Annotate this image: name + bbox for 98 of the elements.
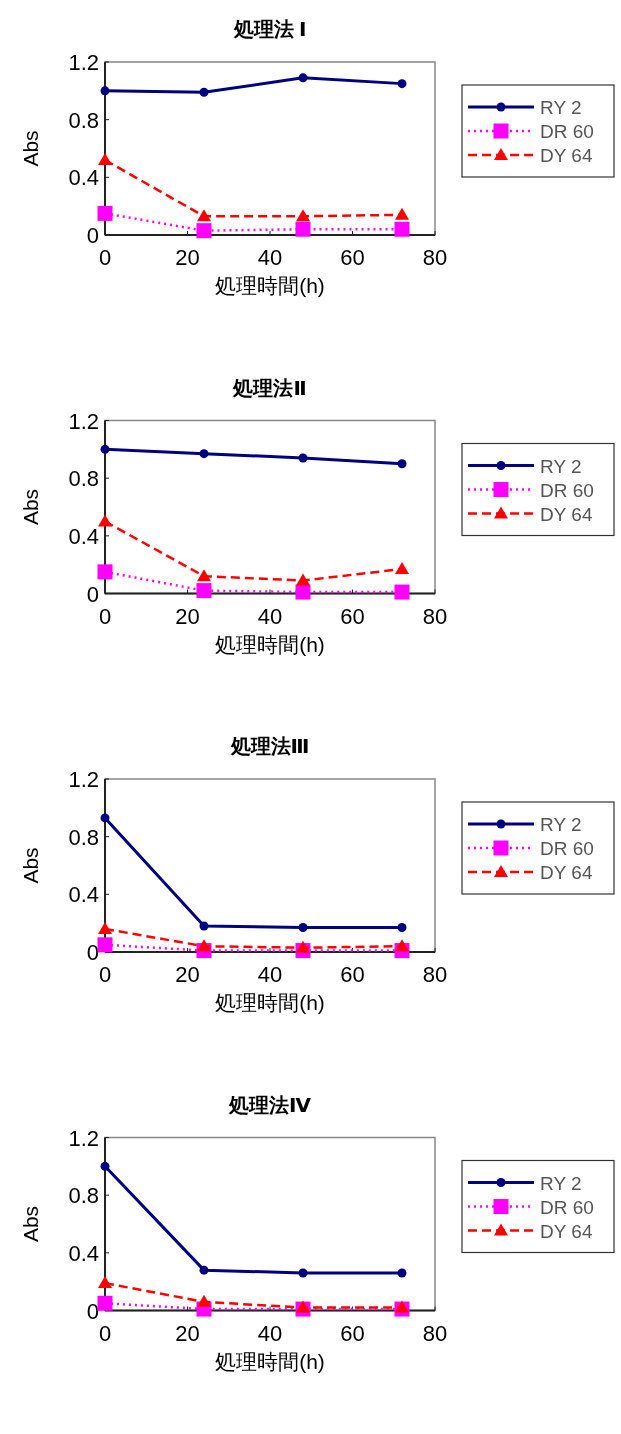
y-tick-label: 1.2 xyxy=(68,50,99,75)
legend-label: RY 2 xyxy=(540,814,582,835)
y-axis-title: Abs xyxy=(19,130,42,167)
y-tick-label: 0.4 xyxy=(68,165,99,191)
point xyxy=(100,444,110,454)
point xyxy=(196,223,212,239)
y-axis-title: Abs xyxy=(19,1205,42,1243)
point xyxy=(395,207,409,220)
y-tick-label: 0.4 xyxy=(68,1240,99,1266)
point xyxy=(100,813,110,823)
point xyxy=(298,1268,308,1278)
point xyxy=(296,940,310,953)
point xyxy=(296,1300,310,1313)
y-tick-label: 0 xyxy=(86,940,99,965)
x-tick-label: 40 xyxy=(257,245,283,270)
point xyxy=(296,573,310,586)
legend-label: RY 2 xyxy=(540,97,582,118)
point xyxy=(97,937,113,953)
x-tick-label: 20 xyxy=(175,962,200,987)
x-tick-label: 40 xyxy=(257,962,283,987)
point xyxy=(395,561,409,574)
point xyxy=(197,209,211,222)
point xyxy=(295,584,311,600)
y-axis-title: Abs xyxy=(19,847,42,884)
point xyxy=(298,73,308,83)
point xyxy=(199,449,209,459)
x-tick-label: 60 xyxy=(340,1320,365,1346)
point xyxy=(98,1276,112,1289)
y-tick-label: 1.2 xyxy=(68,408,99,434)
point xyxy=(394,584,410,600)
chart-title: 処理法Ⅱ xyxy=(232,376,307,399)
x-axis-title: 処理時間(h) xyxy=(215,1349,325,1373)
point xyxy=(199,921,209,931)
x-axis-title: 処理時間(h) xyxy=(215,274,325,297)
point xyxy=(298,922,308,932)
x-tick-label: 20 xyxy=(175,1320,200,1346)
point xyxy=(394,221,410,237)
point xyxy=(98,514,112,527)
y-tick-label: 0 xyxy=(86,1298,99,1324)
x-axis-title: 処理時間(h) xyxy=(215,632,325,656)
x-tick-label: 60 xyxy=(340,603,365,629)
point xyxy=(199,87,209,97)
point xyxy=(397,79,407,89)
x-tick-label: 80 xyxy=(422,1320,448,1346)
legend-label: DR 60 xyxy=(540,121,594,142)
y-tick-label: 0.4 xyxy=(68,882,99,908)
x-tick-label: 80 xyxy=(422,603,448,629)
point xyxy=(100,86,110,96)
chart-title: 処理法Ⅲ xyxy=(229,735,310,757)
x-tick-label: 40 xyxy=(257,1320,283,1346)
legend-label: DY 64 xyxy=(540,145,593,166)
point xyxy=(97,1295,113,1311)
point xyxy=(395,939,409,952)
legend-label: DR 60 xyxy=(540,838,594,859)
chart-title: 処理法Ⅳ xyxy=(228,1093,312,1116)
point xyxy=(97,564,113,580)
point xyxy=(97,205,113,221)
legend-label: RY 2 xyxy=(540,1172,582,1194)
legend-label: DY 64 xyxy=(540,862,593,883)
y-axis-title: Abs xyxy=(19,488,42,526)
y-tick-label: 0.8 xyxy=(68,824,99,850)
x-tick-label: 20 xyxy=(175,603,200,629)
point xyxy=(197,1294,211,1307)
point xyxy=(199,1265,209,1275)
point xyxy=(397,922,407,932)
x-axis-title: 処理時間(h) xyxy=(215,991,325,1014)
y-tick-label: 0 xyxy=(86,223,99,248)
point xyxy=(196,583,212,599)
point xyxy=(197,939,211,952)
point xyxy=(295,221,311,237)
point xyxy=(397,459,407,469)
point xyxy=(98,153,112,166)
legend-label: DR 60 xyxy=(540,1196,594,1218)
y-tick-label: 1.2 xyxy=(68,767,99,792)
x-tick-label: 80 xyxy=(422,245,448,270)
point xyxy=(298,453,308,463)
point xyxy=(296,209,310,222)
legend-label: RY 2 xyxy=(540,455,582,477)
x-tick-label: 80 xyxy=(422,962,448,987)
point xyxy=(197,569,211,582)
y-tick-label: 1.2 xyxy=(68,1125,99,1151)
point xyxy=(98,921,112,934)
y-tick-label: 0 xyxy=(86,581,99,607)
legend-label: DY 64 xyxy=(540,503,593,525)
legend-label: DR 60 xyxy=(540,479,594,501)
x-tick-label: 60 xyxy=(340,962,365,987)
x-tick-label: 20 xyxy=(175,245,200,270)
y-tick-label: 0.8 xyxy=(68,466,99,492)
y-tick-label: 0.8 xyxy=(68,107,99,133)
legend-label: DY 64 xyxy=(540,1220,593,1242)
point xyxy=(397,1268,407,1278)
chart-title: 処理法 Ⅰ xyxy=(232,18,307,40)
y-tick-label: 0.4 xyxy=(68,523,99,549)
point xyxy=(395,1300,409,1313)
point xyxy=(100,1161,110,1171)
y-tick-label: 0.8 xyxy=(68,1183,99,1209)
x-tick-label: 60 xyxy=(340,245,365,270)
x-tick-label: 40 xyxy=(257,603,283,629)
